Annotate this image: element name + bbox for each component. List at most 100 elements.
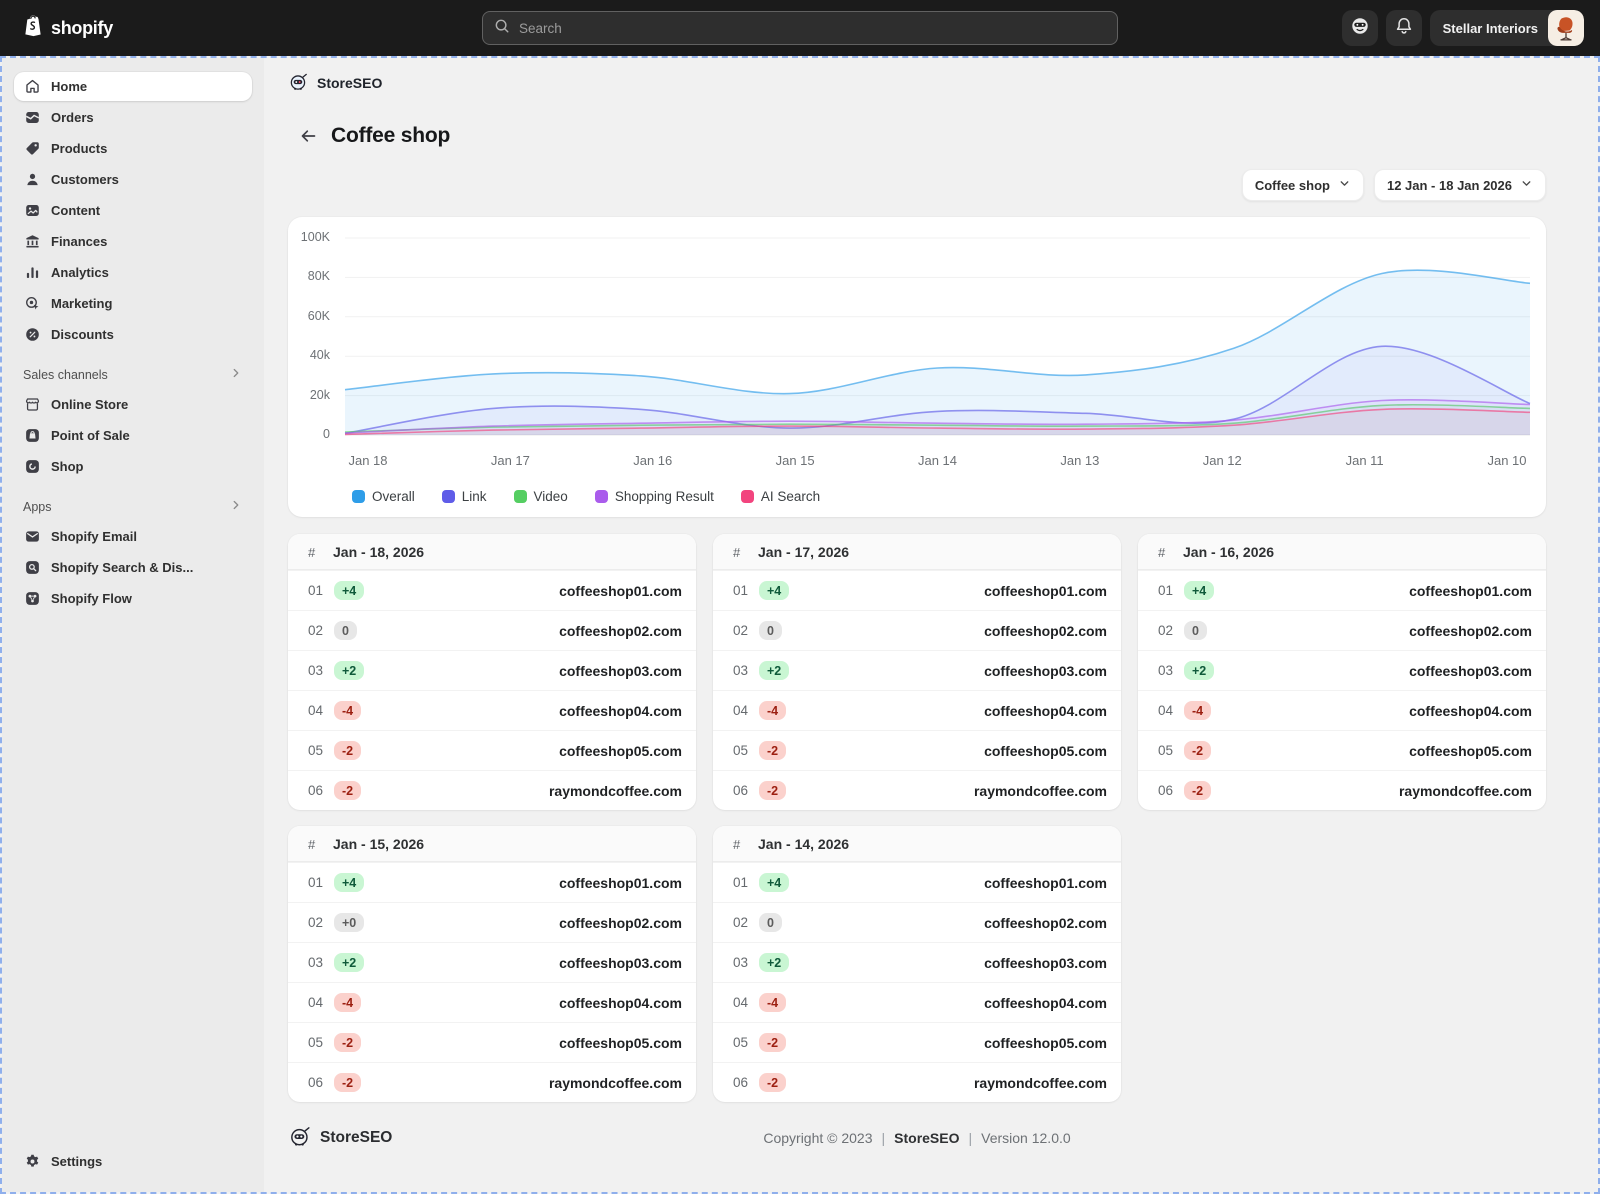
sidekick-button[interactable] bbox=[1342, 10, 1378, 46]
legend-label: AI Search bbox=[761, 489, 820, 504]
sidebar-item-label: Shopify Search & Dis... bbox=[51, 560, 193, 575]
table-date: Jan - 16, 2026 bbox=[1183, 544, 1274, 560]
sidebar-section-sales-channels[interactable]: Sales channels bbox=[14, 351, 252, 390]
rank-number: 05 bbox=[308, 1035, 333, 1050]
sidebar-item-label: Shop bbox=[51, 459, 84, 474]
breadcrumb[interactable]: StoreSEO bbox=[264, 58, 1598, 95]
table-row: 04-4coffeeshop04.com bbox=[288, 690, 696, 730]
sidebar-item-label: Marketing bbox=[51, 296, 112, 311]
table-row: 06-2raymondcoffee.com bbox=[288, 1062, 696, 1102]
date-range-label: 12 Jan - 18 Jan 2026 bbox=[1387, 178, 1512, 193]
main-content: StoreSEO Coffee shop Coffee shop 12 Jan … bbox=[264, 58, 1598, 1192]
footer-logo-text: StoreSEO bbox=[320, 1129, 392, 1147]
customers-icon bbox=[23, 171, 41, 189]
sidebar-section-apps[interactable]: Apps bbox=[14, 483, 252, 522]
rank-number: 01 bbox=[1158, 583, 1183, 598]
table-date: Jan - 18, 2026 bbox=[333, 544, 424, 560]
domain-name: coffeeshop03.com bbox=[1409, 663, 1532, 679]
sidebar-item-products[interactable]: Products bbox=[14, 134, 252, 163]
x-tick-label: Jan 13 bbox=[1060, 453, 1099, 468]
sidebar-item-finances[interactable]: Finances bbox=[14, 227, 252, 256]
page-header: Coffee shop bbox=[297, 124, 1574, 148]
rank-change-badge: +2 bbox=[759, 953, 789, 972]
legend-item-shopping-result[interactable]: Shopping Result bbox=[595, 489, 714, 504]
rank-change-badge: +4 bbox=[759, 581, 789, 600]
footer-logo: StoreSEO bbox=[288, 1124, 392, 1153]
rank-number: 06 bbox=[733, 1075, 758, 1090]
legend-item-overall[interactable]: Overall bbox=[352, 489, 415, 504]
rank-number: 02 bbox=[308, 915, 333, 930]
sidebar-item-orders[interactable]: Orders bbox=[14, 103, 252, 132]
sidebar-item-point-of-sale[interactable]: Point of Sale bbox=[14, 421, 252, 450]
sidebar-item-shop[interactable]: Shop bbox=[14, 452, 252, 481]
chevron-down-icon bbox=[1520, 177, 1533, 193]
sidebar-item-shopify-flow[interactable]: Shopify Flow bbox=[14, 584, 252, 613]
sidebar-item-shopify-email[interactable]: Shopify Email bbox=[14, 522, 252, 551]
sidebar: HomeOrders Products Customers Content Financ… bbox=[2, 58, 264, 1192]
section-label: Sales channels bbox=[23, 368, 108, 382]
x-tick-label: Jan 17 bbox=[491, 453, 530, 468]
search-input[interactable] bbox=[519, 21, 1107, 36]
bell-icon bbox=[1394, 16, 1414, 41]
sidebar-spacer bbox=[14, 615, 252, 1147]
table-header: #Jan - 14, 2026 bbox=[713, 826, 1121, 862]
sidebar-item-shopify-search-dis[interactable]: Shopify Search & Dis... bbox=[14, 553, 252, 582]
sidebar-item-label: Point of Sale bbox=[51, 428, 130, 443]
table-row: 02+0coffeeshop02.com bbox=[288, 902, 696, 942]
rank-change-badge: 0 bbox=[334, 621, 357, 640]
rank-change-badge: 0 bbox=[759, 621, 782, 640]
store-switcher[interactable]: Stellar Interiors bbox=[1430, 10, 1584, 46]
group-dropdown-label: Coffee shop bbox=[1255, 178, 1330, 193]
sidebar-item-marketing[interactable]: Marketing bbox=[14, 289, 252, 318]
x-tick-label: Jan 18 bbox=[348, 453, 387, 468]
rank-column-header: # bbox=[308, 837, 333, 852]
rank-change-badge: -4 bbox=[1184, 701, 1211, 720]
rank-table-jan-14-2026: #Jan - 14, 202601+4coffeeshop01.com020co… bbox=[713, 826, 1121, 1102]
legend-item-video[interactable]: Video bbox=[514, 489, 568, 504]
rank-number: 06 bbox=[1158, 783, 1183, 798]
table-row: 05-2coffeeshop05.com bbox=[288, 1022, 696, 1062]
orders-icon bbox=[23, 109, 41, 127]
rank-change-badge: +2 bbox=[759, 661, 789, 680]
sidebar-item-discounts[interactable]: Discounts bbox=[14, 320, 252, 349]
legend-label: Shopping Result bbox=[615, 489, 714, 504]
rank-table-jan-16-2026: #Jan - 16, 202601+4coffeeshop01.com020co… bbox=[1138, 534, 1546, 810]
search-app-icon bbox=[23, 559, 41, 577]
domain-name: raymondcoffee.com bbox=[974, 783, 1107, 799]
sidebar-item-label: Shopify Email bbox=[51, 529, 137, 544]
rank-change-badge: -2 bbox=[334, 741, 361, 760]
back-button[interactable] bbox=[297, 125, 319, 147]
sidebar-item-customers[interactable]: Customers bbox=[14, 165, 252, 194]
rank-change-badge: -4 bbox=[334, 701, 361, 720]
products-icon bbox=[23, 140, 41, 158]
table-date: Jan - 17, 2026 bbox=[758, 544, 849, 560]
sidebar-item-content[interactable]: Content bbox=[14, 196, 252, 225]
notifications-button[interactable] bbox=[1386, 10, 1422, 46]
group-dropdown[interactable]: Coffee shop bbox=[1242, 169, 1364, 201]
x-tick-label: Jan 11 bbox=[1346, 453, 1384, 468]
table-row: 01+4coffeeshop01.com bbox=[713, 570, 1121, 610]
rank-change-badge: +0 bbox=[334, 913, 364, 932]
sidebar-item-settings[interactable]: Settings bbox=[14, 1147, 252, 1176]
shopify-logo[interactable]: shopify bbox=[20, 13, 113, 43]
x-tick-label: Jan 14 bbox=[918, 453, 957, 468]
table-date: Jan - 15, 2026 bbox=[333, 836, 424, 852]
sidebar-item-home[interactable]: Home bbox=[14, 72, 252, 101]
rank-number: 06 bbox=[308, 1075, 333, 1090]
rank-number: 03 bbox=[308, 663, 333, 678]
sidebar-item-label: Products bbox=[51, 141, 107, 156]
legend-item-link[interactable]: Link bbox=[442, 489, 487, 504]
sidebar-item-label: Content bbox=[51, 203, 100, 218]
domain-name: coffeeshop02.com bbox=[1409, 623, 1532, 639]
rank-change-badge: +4 bbox=[334, 581, 364, 600]
copyright-brand: StoreSEO bbox=[894, 1130, 959, 1146]
sidebar-item-online-store[interactable]: Online Store bbox=[14, 390, 252, 419]
date-range-dropdown[interactable]: 12 Jan - 18 Jan 2026 bbox=[1374, 169, 1546, 201]
sidebar-item-analytics[interactable]: Analytics bbox=[14, 258, 252, 287]
global-search[interactable] bbox=[482, 11, 1118, 45]
sidebar-item-label: Discounts bbox=[51, 327, 114, 342]
rank-number: 04 bbox=[308, 703, 333, 718]
table-row: 03+2coffeeshop03.com bbox=[288, 650, 696, 690]
legend-item-ai-search[interactable]: AI Search bbox=[741, 489, 820, 504]
home-icon bbox=[23, 78, 41, 96]
